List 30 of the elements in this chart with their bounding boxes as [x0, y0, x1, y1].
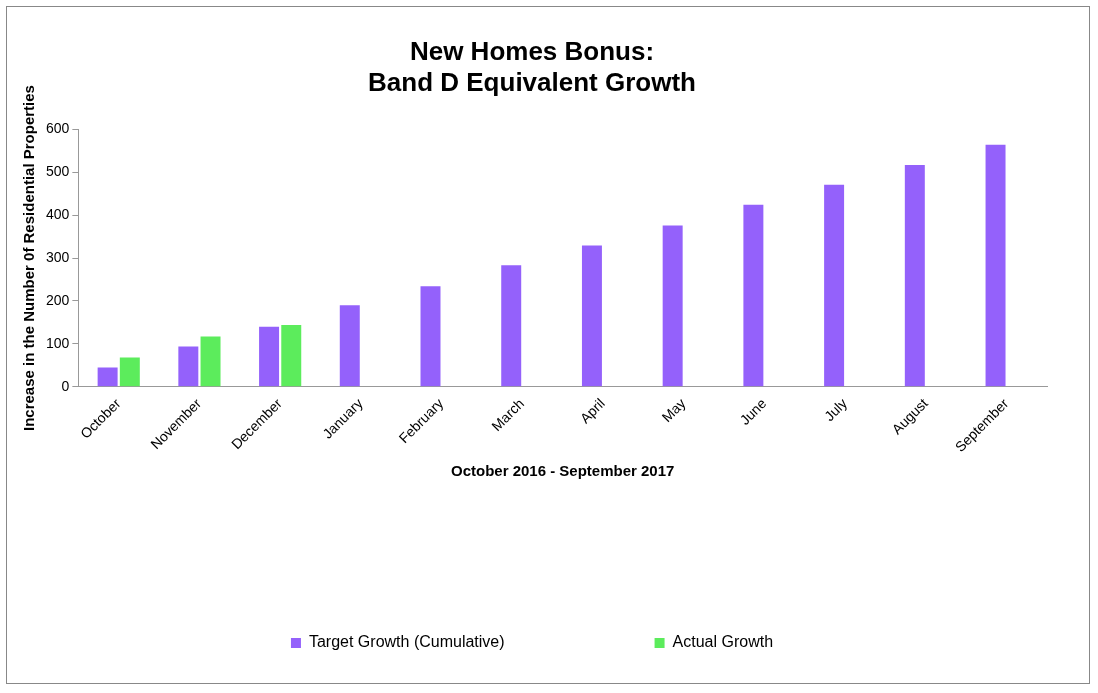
y-tick-label: 0: [61, 377, 70, 394]
text: New Homes Bonus:: [409, 35, 655, 66]
bar: [904, 164, 925, 387]
legend-label: Target Growth (Cumulative): [308, 633, 505, 651]
bar: [743, 204, 764, 387]
y-tick-label: 400: [46, 206, 70, 223]
bar: [985, 144, 1006, 387]
x-tick-label: May: [658, 395, 689, 426]
x-tick-label: July: [821, 395, 851, 425]
bar: [339, 305, 360, 387]
bar: [581, 245, 602, 387]
bar: [259, 326, 280, 387]
text: Band D Equivalent Growth: [368, 66, 696, 97]
bar: [662, 225, 683, 387]
x-axis-title: October 2016 - September 2017: [450, 462, 675, 480]
bar: [200, 336, 221, 387]
y-tick-label: 500: [46, 163, 70, 180]
y-tick-label: 300: [46, 248, 70, 265]
y-tick-label: 200: [46, 291, 70, 308]
y-axis-title: Increase in the Number 0f Residential Properties: [20, 85, 38, 432]
y-tick-label: 100: [46, 334, 70, 351]
bar: [97, 367, 118, 387]
y-tick-label: 600: [46, 120, 70, 137]
bar: [501, 265, 522, 387]
legend-label: Actual Growth: [672, 633, 774, 651]
bar: [420, 286, 441, 387]
bar: [119, 357, 140, 387]
bar: [824, 184, 845, 387]
bar: [281, 324, 302, 387]
bar: [178, 346, 199, 387]
